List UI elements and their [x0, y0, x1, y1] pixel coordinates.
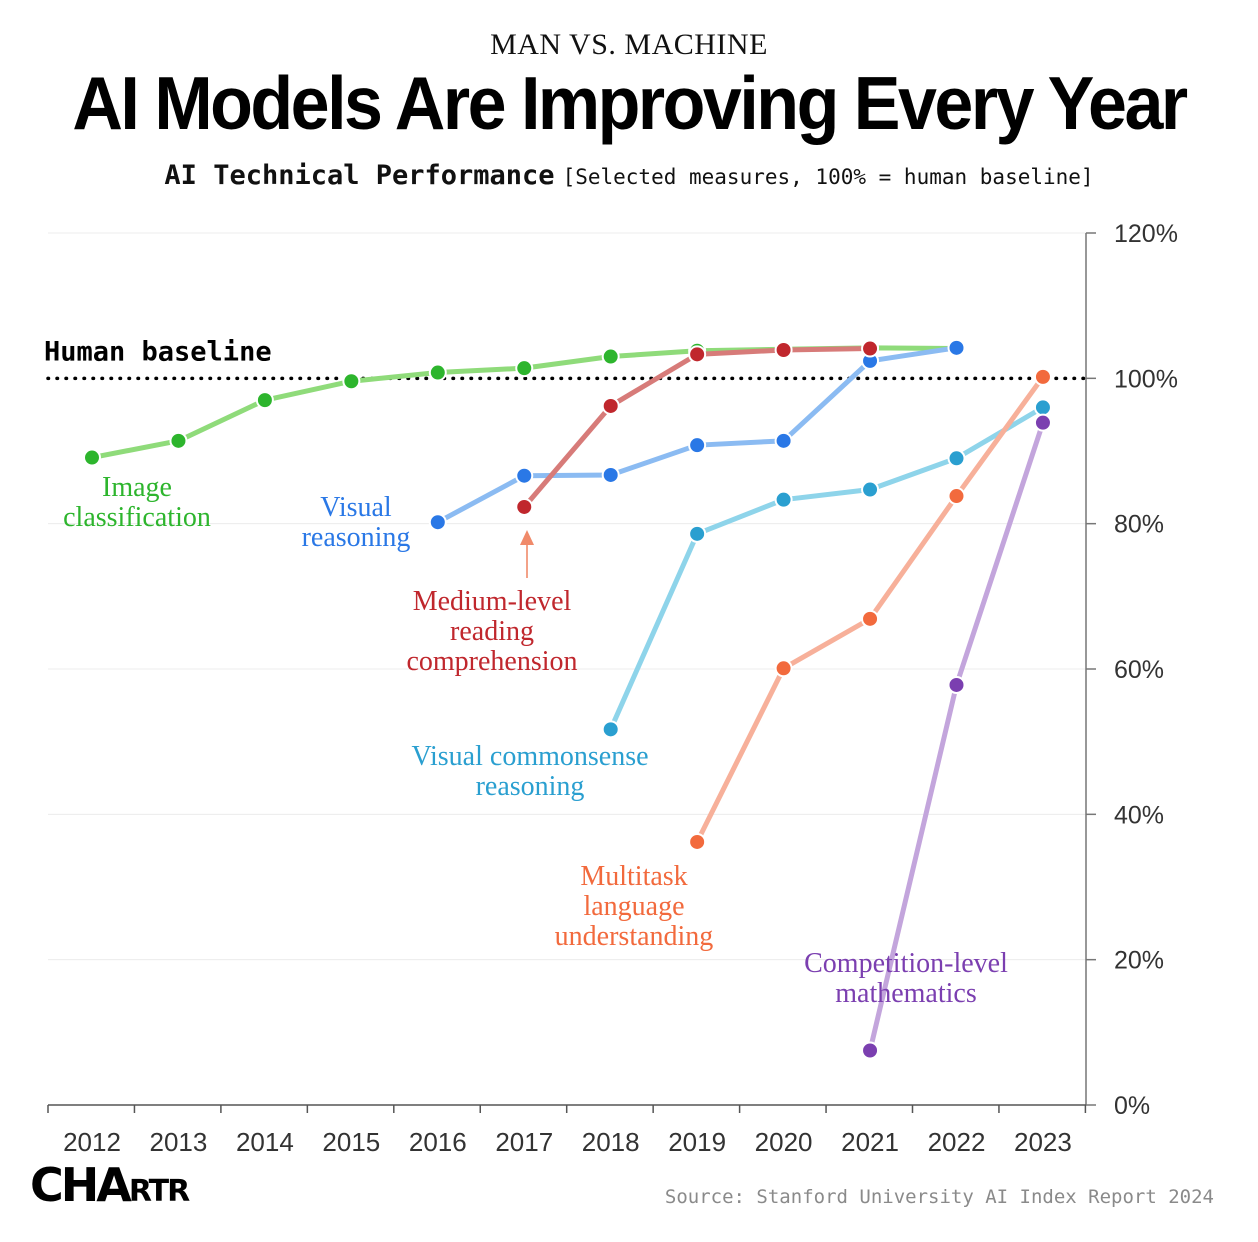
y-tick-label: 100%: [1114, 365, 1178, 393]
series-label-line: Visual: [320, 492, 392, 523]
series-5: [861, 413, 1052, 1060]
series-label: Competition-level mathematics: [804, 948, 1008, 1009]
data-point: [83, 448, 101, 467]
data-point: [861, 609, 880, 628]
series-label-line: Image: [102, 472, 172, 503]
series-label: Visual reasoning: [302, 492, 411, 553]
data-point: [688, 436, 707, 455]
y-tick-label: 0%: [1114, 1092, 1150, 1120]
series-1: [428, 338, 966, 532]
data-point: [1033, 413, 1052, 432]
data-point: [342, 372, 361, 391]
data-point: [861, 1041, 880, 1060]
data-point: [601, 396, 620, 415]
chart-subtitle: AI Technical Performance [Selected measur…: [0, 160, 1258, 191]
x-tick-label: 2014: [236, 1127, 294, 1157]
data-point: [947, 449, 966, 468]
series-line: [694, 374, 1046, 845]
data-point: [601, 347, 620, 366]
data-point: [1033, 398, 1052, 417]
series-line: [608, 404, 1046, 732]
x-tick-label: 2015: [322, 1127, 380, 1157]
series-label-line: classification: [63, 502, 211, 533]
data-point: [515, 497, 534, 516]
series-label-line: Visual commonsense: [411, 741, 648, 772]
y-tick-label: 80%: [1114, 511, 1164, 539]
x-tick-label: 2020: [755, 1127, 813, 1157]
x-axis: 2012 2013 2014 2015 2016 2017 2018 2019 2020 2021…: [47, 1104, 1087, 1157]
x-tick-label: 2019: [668, 1127, 726, 1157]
chart-title: AI Models Are Improving Every Year: [72, 60, 1188, 146]
y-axis: 0% 20% 40% 60% 80% 100% 120%: [1085, 220, 1178, 1120]
series-label-line: understanding: [555, 921, 714, 952]
x-tick-label: 2012: [63, 1127, 121, 1157]
source-note: Source: Stanford University AI Index Rep…: [664, 1186, 1214, 1208]
series-4: [688, 367, 1052, 851]
data-point: [861, 339, 880, 358]
data-point: [515, 359, 534, 378]
data-point: [774, 340, 793, 359]
series-label-line: reading: [450, 616, 534, 647]
series-3: [601, 398, 1052, 739]
series-label-line: Competition-level: [804, 948, 1008, 979]
data-point: [169, 431, 188, 450]
data-point: [515, 466, 534, 485]
y-tick-label: 40%: [1114, 801, 1164, 829]
x-tick-label: 2013: [150, 1127, 208, 1157]
data-point: [774, 490, 793, 509]
x-tick-label: 2018: [582, 1127, 640, 1157]
logo-small: RTR: [128, 1174, 190, 1209]
series-label-line: Medium-level: [413, 586, 572, 617]
series-label-line: mathematics: [835, 978, 977, 1009]
series-label-line: Multitask: [580, 861, 687, 892]
series-2: [515, 339, 880, 516]
annotation-arrow-head: [520, 530, 534, 545]
data-point: [861, 480, 880, 499]
data-point: [688, 524, 707, 543]
data-point: [947, 338, 966, 357]
series-label: Medium-level reading comprehension: [406, 586, 577, 677]
data-point: [601, 465, 620, 484]
y-tick-label: 120%: [1114, 220, 1178, 248]
data-point: [1033, 367, 1052, 386]
subtitle-main: AI Technical Performance: [164, 160, 555, 191]
series-label-line: language: [583, 891, 684, 922]
series-label-line: comprehension: [406, 646, 577, 677]
y-tick-label: 20%: [1114, 947, 1164, 975]
x-tick-label: 2017: [495, 1127, 553, 1157]
data-point: [601, 720, 620, 739]
x-tick-label: 2022: [928, 1127, 986, 1157]
y-tick-label: 60%: [1114, 656, 1164, 684]
data-point: [947, 487, 966, 506]
data-point: [428, 363, 447, 382]
series-label: Multitask language understanding: [555, 861, 714, 952]
data-point: [774, 659, 793, 678]
chart-kicker: MAN VS. MACHINE: [490, 28, 768, 61]
series-label: Image classification: [63, 472, 211, 533]
x-tick-label: 2021: [841, 1127, 899, 1157]
x-tick-label: 2016: [409, 1127, 467, 1157]
series-line: [435, 345, 959, 525]
x-tick-label: 2023: [1014, 1127, 1072, 1157]
data-point: [947, 675, 966, 694]
series-label-line: reasoning: [302, 522, 411, 553]
data-point: [774, 431, 793, 450]
series-label-line: reasoning: [476, 771, 585, 802]
human-baseline-label: Human baseline: [44, 336, 272, 367]
data-point: [688, 345, 707, 364]
data-point: [688, 832, 707, 851]
subtitle-note: [Selected measures, 100% = human baselin…: [562, 165, 1094, 189]
data-point: [428, 513, 447, 532]
data-point: [255, 391, 274, 410]
logo-main: CHA: [30, 1158, 132, 1212]
series-label: Visual commonsense reasoning: [411, 741, 648, 802]
series-line: [521, 346, 873, 510]
chartr-logo: CHARTR: [30, 1162, 190, 1209]
